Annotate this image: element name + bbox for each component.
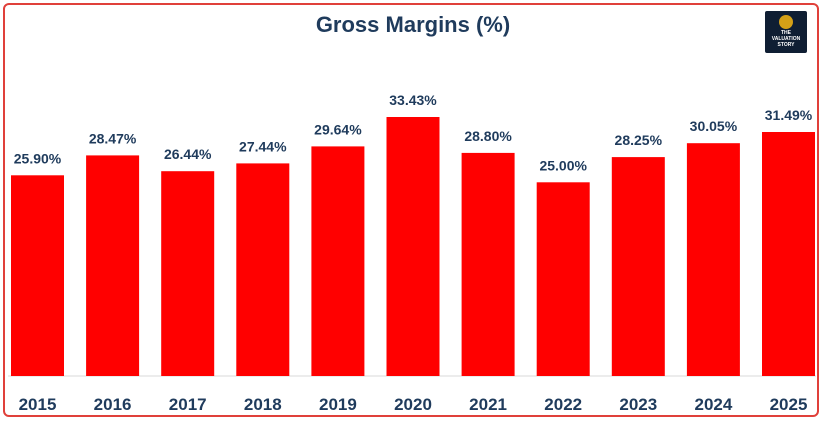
logo-line-1: THE	[781, 30, 791, 36]
bar-2023	[611, 157, 665, 376]
logo-line-2: VALUATION	[771, 36, 801, 42]
x-tick-2015: 2015	[19, 395, 57, 414]
bar-2024	[686, 143, 740, 376]
x-tick-2021: 2021	[469, 395, 507, 414]
x-tick-labels-layer: 2015 2016 2017 2018 2019 2020 2021 2022 2023 2024…	[19, 395, 808, 414]
bar-2015	[11, 175, 64, 376]
valuation-story-logo: THE VALUATION STORY	[765, 11, 807, 53]
value-label-2020: 33.43%	[389, 92, 437, 108]
value-label-2015: 25.90%	[14, 150, 62, 166]
bar-2021	[461, 152, 515, 376]
bars-layer	[11, 117, 815, 376]
x-tick-2020: 2020	[394, 395, 432, 414]
x-tick-2024: 2024	[694, 395, 732, 414]
chart-title: Gross Margins (%)	[315, 12, 511, 37]
bar-2016	[86, 155, 140, 376]
value-labels-layer: 25.90% 28.47% 26.44% 27.44% 29.64% 33.43% 28.8…	[14, 92, 813, 173]
value-label-2021: 28.80%	[464, 128, 512, 144]
value-label-2017: 26.44%	[164, 146, 212, 162]
bar-2019	[311, 146, 365, 376]
x-tick-2017: 2017	[169, 395, 207, 414]
x-tick-2022: 2022	[544, 395, 582, 414]
x-tick-2025: 2025	[770, 395, 808, 414]
value-label-2022: 25.00%	[539, 157, 587, 173]
value-label-2024: 30.05%	[690, 118, 738, 134]
bar-2018	[236, 163, 290, 376]
x-tick-2016: 2016	[94, 395, 132, 414]
value-label-2019: 29.64%	[314, 121, 362, 137]
value-label-2023: 28.25%	[615, 132, 663, 148]
bar-2020	[386, 117, 440, 376]
bar-2017	[161, 171, 215, 376]
value-label-2016: 28.47%	[89, 130, 137, 146]
logo-line-3: STORY	[777, 42, 795, 48]
x-tick-2018: 2018	[244, 395, 282, 414]
coin-icon	[779, 15, 793, 29]
x-tick-2019: 2019	[319, 395, 357, 414]
x-tick-2023: 2023	[619, 395, 657, 414]
bar-2022	[536, 182, 590, 376]
bar-2025	[762, 132, 815, 376]
value-label-2018: 27.44%	[239, 138, 287, 154]
value-label-2025: 31.49%	[765, 107, 813, 123]
